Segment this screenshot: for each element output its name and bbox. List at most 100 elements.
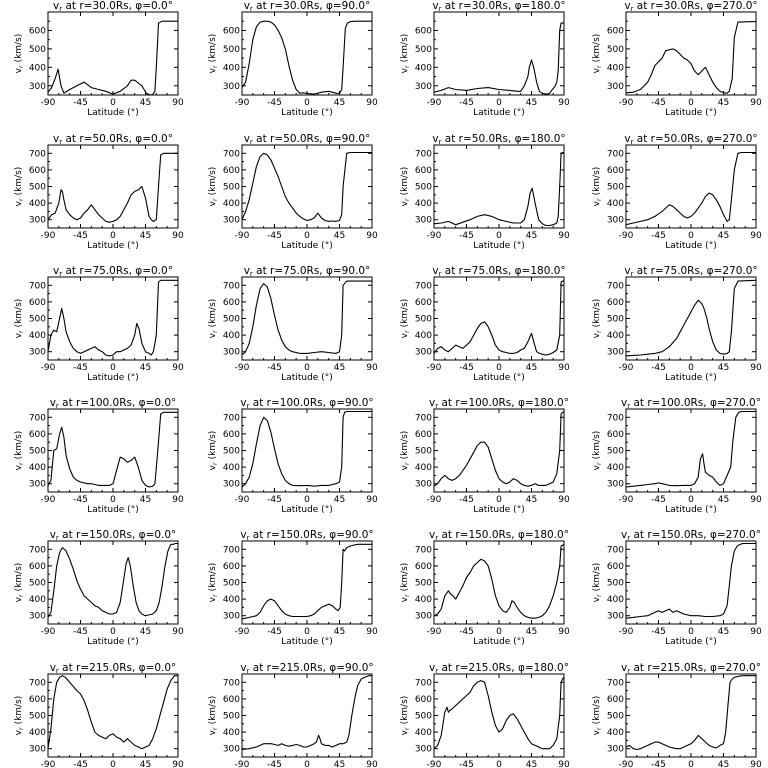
x-tick-label: 90 — [366, 627, 378, 637]
chart-title: vr at r=100.0Rs, φ=270.0° — [621, 397, 761, 410]
x-tick-label: 90 — [558, 495, 570, 505]
y-tick-label: 300 — [607, 216, 624, 226]
y-tick-label: 400 — [29, 728, 46, 738]
x-tick-label: 45 — [334, 98, 345, 108]
x-tick-label: -45 — [267, 98, 282, 108]
y-tick-label: 400 — [223, 463, 240, 473]
y-axis-label: vr (km/s) — [400, 299, 411, 339]
y-tick-label: 400 — [29, 63, 46, 73]
x-tick-label: 0 — [496, 363, 502, 373]
x-tick-label: 45 — [140, 363, 151, 373]
y-axis-label: vr (km/s) — [400, 563, 411, 603]
x-axis-label: Latitude (°) — [665, 373, 716, 383]
y-tick-label: 500 — [223, 447, 240, 457]
x-tick-label: 45 — [526, 98, 537, 108]
series-line — [626, 151, 756, 226]
x-tick-label: 90 — [172, 231, 184, 241]
y-tick-label: 600 — [29, 166, 46, 176]
y-tick-label: 600 — [607, 298, 624, 308]
x-tick-label: 45 — [718, 363, 729, 373]
x-axis-label: Latitude (°) — [87, 505, 138, 515]
y-tick-label: 400 — [607, 199, 624, 209]
y-tick-label: 500 — [223, 45, 240, 55]
y-tick-label: 300 — [223, 348, 240, 358]
x-tick-label: -90 — [427, 363, 442, 373]
y-axis-label: vr (km/s) — [400, 696, 411, 736]
x-tick-label: 45 — [526, 231, 537, 241]
chart-title: vr at r=100.0Rs, φ=90.0° — [240, 397, 373, 410]
y-tick-label: 300 — [607, 745, 624, 755]
chart-title: vr at r=215.0Rs, φ=270.0° — [621, 662, 761, 675]
x-tick-label: 90 — [172, 363, 184, 373]
x-tick-label: 45 — [140, 231, 151, 241]
y-tick-label: 400 — [223, 728, 240, 738]
y-tick-label: 600 — [29, 562, 46, 572]
x-tick-label: -45 — [267, 760, 282, 768]
x-axis-label: Latitude (°) — [281, 505, 332, 515]
series-line — [434, 151, 564, 227]
y-axis-label: vr (km/s) — [400, 431, 411, 471]
chart-panel: -90 -45 0 45 90 300 400 500 600 700 vr at r=150.0R… — [592, 529, 762, 647]
y-tick-label: 500 — [223, 712, 240, 722]
chart-title: vr at r=50.0Rs, φ=90.0° — [244, 133, 371, 146]
y-tick-label: 600 — [415, 562, 432, 572]
y-axis-label: vr (km/s) — [592, 431, 603, 471]
y-tick-label: 300 — [223, 745, 240, 755]
x-tick-label: -45 — [73, 231, 88, 241]
x-tick-label: 45 — [718, 627, 729, 637]
y-tick-label: 600 — [607, 166, 624, 176]
y-tick-label: 300 — [223, 216, 240, 226]
y-tick-label: 700 — [29, 413, 46, 423]
chart-title: vr at r=150.0Rs, φ=270.0° — [621, 529, 761, 542]
x-axis-label: Latitude (°) — [473, 241, 524, 251]
y-tick-label: 700 — [415, 149, 432, 159]
series-line — [48, 411, 178, 488]
chart-panel: -90 -45 0 45 90 300 400 500 600 700 vr at r=75.0Rs… — [208, 265, 378, 383]
x-tick-label: -90 — [235, 98, 250, 108]
y-tick-label: 600 — [415, 695, 432, 705]
x-tick-label: -90 — [41, 363, 56, 373]
x-tick-label: -90 — [619, 760, 634, 768]
x-tick-label: 90 — [172, 495, 184, 505]
y-tick-label: 500 — [223, 579, 240, 589]
x-tick-label: 0 — [304, 627, 310, 637]
y-axis-label: vr (km/s) — [208, 696, 219, 736]
x-axis-label: Latitude (°) — [665, 241, 716, 251]
y-tick-label: 500 — [607, 447, 624, 457]
x-tick-label: 90 — [366, 760, 378, 768]
chart-panel: -90 -45 0 45 90 300 400 500 600 700 vr at r=150.0R… — [14, 529, 184, 647]
x-tick-label: -45 — [73, 760, 88, 768]
x-tick-label: 45 — [526, 495, 537, 505]
x-tick-label: 0 — [110, 98, 116, 108]
y-tick-label: 300 — [29, 348, 46, 358]
chart-panel: -90 -45 0 45 90 300 400 500 600 700 vr at r=100.0R… — [14, 397, 184, 515]
chart-panel: -90 -45 0 45 90 300 400 500 600 700 vr at r=215.0R… — [592, 662, 762, 768]
y-tick-label: 600 — [415, 430, 432, 440]
y-tick-label: 700 — [223, 413, 240, 423]
x-tick-label: 0 — [304, 231, 310, 241]
y-tick-label: 500 — [607, 183, 624, 193]
series-line — [626, 279, 756, 357]
y-tick-label: 600 — [29, 298, 46, 308]
y-tick-label: 600 — [223, 26, 240, 36]
y-tick-label: 600 — [415, 298, 432, 308]
x-tick-label: -90 — [619, 98, 634, 108]
x-tick-label: 0 — [110, 760, 116, 768]
chart-title: vr at r=30.0Rs, φ=270.0° — [624, 0, 757, 13]
y-tick-label: 500 — [29, 183, 46, 193]
x-tick-label: 0 — [496, 760, 502, 768]
y-tick-label: 600 — [223, 298, 240, 308]
y-tick-label: 400 — [607, 463, 624, 473]
chart-title: vr at r=215.0Rs, φ=0.0° — [50, 662, 177, 675]
x-tick-label: -45 — [73, 98, 88, 108]
x-tick-label: 0 — [304, 98, 310, 108]
y-axis-label: vr (km/s) — [14, 167, 25, 207]
x-tick-label: -90 — [41, 495, 56, 505]
plot-frame — [241, 276, 373, 361]
y-tick-label: 600 — [223, 562, 240, 572]
chart-panel: -90 -45 0 45 90 300 400 500 600 700 vr at r=215.0R… — [400, 662, 570, 768]
x-tick-label: -45 — [73, 495, 88, 505]
